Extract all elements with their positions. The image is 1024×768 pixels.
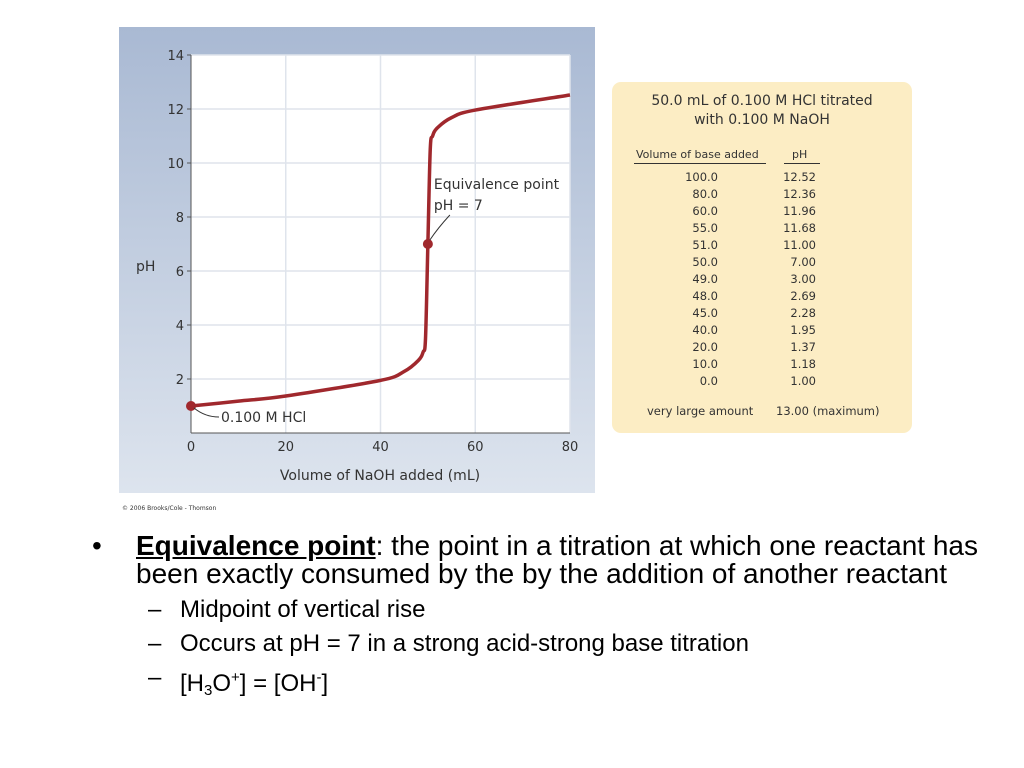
- definition-text: : the point in a titration at which one …: [136, 530, 978, 589]
- bullet-equivalence-point: • Equivalence point: the point in a titr…: [92, 532, 992, 588]
- y-tick-label: 4: [176, 319, 184, 334]
- titration-data-table: 50.0 mL of 0.100 M HCl titrated with 0.1…: [612, 82, 912, 433]
- start-point-marker: [186, 401, 196, 411]
- table-row: 40.0 1.95: [612, 323, 912, 340]
- table-cell-volume: 45.0: [692, 306, 718, 320]
- y-tick-label: 12: [167, 103, 184, 118]
- sub-bullet-ph7: – Occurs at pH = 7 in a strong acid-stro…: [92, 632, 992, 656]
- table-cell-ph: 12.36: [783, 187, 816, 201]
- sub-bullet-dash: –: [148, 664, 162, 691]
- y-tick-label: 10: [167, 157, 184, 172]
- y-tick-label: 8: [176, 211, 184, 226]
- titration-curve: [190, 93, 571, 408]
- copyright-notice: © 2006 Brooks/Cole - Thomson: [122, 505, 217, 512]
- table-row: 100.0 12.52: [612, 170, 912, 187]
- bullet-marker: •: [92, 530, 102, 561]
- column-header-volume: Volume of base added: [636, 148, 759, 161]
- table-cell-ph: 1.95: [790, 323, 816, 337]
- table-row: 50.0 7.00: [612, 255, 912, 272]
- sub-bullet-dash: –: [148, 630, 162, 657]
- table-cell-ph: 1.37: [790, 340, 816, 354]
- sub-bullet-dash: –: [148, 596, 162, 623]
- table-row: 49.0 3.00: [612, 272, 912, 289]
- max-row-label: very large amount: [647, 404, 754, 418]
- formula-part: ]: [321, 670, 329, 697]
- formula-part: ] = [OH: [239, 670, 317, 697]
- table-cell-ph: 11.00: [783, 238, 816, 252]
- max-row-value: 13.00 (maximum): [776, 404, 880, 418]
- sub-bullet-concentration: – [H3O+] = [OH-]: [92, 666, 992, 703]
- table-row: 20.0 1.37: [612, 340, 912, 357]
- table-row: 80.0 12.36: [612, 187, 912, 204]
- table-cell-ph: 12.52: [783, 170, 816, 184]
- table-row: 48.0 2.69: [612, 289, 912, 306]
- equivalence-label-line-2: pH = 7: [434, 198, 483, 214]
- formula-part: [H: [180, 670, 204, 697]
- table-row: 0.0 1.00: [612, 374, 912, 391]
- table-cell-ph: 2.28: [790, 306, 816, 320]
- table-cell-volume: 10.0: [692, 357, 718, 371]
- term-equivalence-point: Equivalence point: [136, 530, 376, 561]
- table-cell-volume: 40.0: [692, 323, 718, 337]
- y-tick-label: 2: [176, 373, 184, 388]
- table-cell-volume: 80.0: [692, 187, 718, 201]
- start-point-label: 0.100 M HCl: [221, 410, 306, 426]
- table-cell-ph: 7.00: [790, 255, 816, 269]
- table-title-line-1: 50.0 mL of 0.100 M HCl titrated: [651, 93, 873, 109]
- y-tick-label: 14: [167, 49, 184, 64]
- table-cell-volume: 0.0: [699, 374, 718, 388]
- x-axis-label: Volume of NaOH added (mL): [280, 468, 480, 484]
- table-cell-volume: 48.0: [692, 289, 718, 303]
- table-cell-volume: 51.0: [692, 238, 718, 252]
- column-header-ph: pH: [792, 148, 808, 161]
- equivalence-point-marker: [422, 239, 433, 249]
- table-cell-volume: 100.0: [685, 170, 718, 184]
- table-cell-ph: 2.69: [790, 289, 816, 303]
- start-point-leader: [193, 407, 220, 418]
- x-tick-label: 60: [467, 440, 484, 455]
- table-row: 51.0 11.00: [612, 238, 912, 255]
- y-tick-label: 6: [176, 265, 184, 280]
- table-cell-ph: 3.00: [790, 272, 816, 286]
- table-title-line-2: with 0.100 M NaOH: [694, 112, 830, 128]
- formula-part: O: [212, 670, 232, 697]
- x-tick-label: 20: [277, 440, 294, 455]
- table-cell-volume: 20.0: [692, 340, 718, 354]
- bullet-list: • Equivalence point: the point in a titr…: [92, 532, 992, 703]
- table-row: 60.0 11.96: [612, 204, 912, 221]
- table-cell-ph: 1.18: [790, 357, 816, 371]
- equivalence-point-leader: [429, 214, 451, 241]
- x-tick-label: 80: [562, 440, 579, 455]
- table-row: 55.0 11.68: [612, 221, 912, 238]
- sub-bullet-text: Occurs at pH = 7 in a strong acid-strong…: [180, 630, 749, 657]
- table-title: 50.0 mL of 0.100 M HCl titrated with 0.1…: [612, 92, 912, 130]
- table-cell-volume: 49.0: [692, 272, 718, 286]
- table-row: 45.0 2.28: [612, 306, 912, 323]
- table-cell-volume: 55.0: [692, 221, 718, 235]
- table-cell-ph: 1.00: [790, 374, 816, 388]
- table-cell-ph: 11.96: [783, 204, 816, 218]
- formula-superscript: +: [231, 669, 240, 686]
- formula-subscript: 3: [204, 682, 213, 699]
- column-underline-volume: [634, 163, 766, 164]
- x-tick-label: 40: [372, 440, 389, 455]
- table-cell-volume: 60.0: [692, 204, 718, 218]
- table-cell-ph: 11.68: [783, 221, 816, 235]
- equivalence-label-line-1: Equivalence point: [434, 177, 560, 193]
- sub-bullet-midpoint: – Midpoint of vertical rise: [92, 598, 992, 622]
- column-underline-ph: [784, 163, 820, 164]
- y-axis-label: pH: [136, 259, 155, 275]
- table-cell-volume: 50.0: [692, 255, 718, 269]
- sub-bullet-text: Midpoint of vertical rise: [180, 596, 426, 623]
- formula-superscript: -: [316, 669, 322, 686]
- x-tick-label: 0: [187, 440, 195, 455]
- table-row: 10.0 1.18: [612, 357, 912, 374]
